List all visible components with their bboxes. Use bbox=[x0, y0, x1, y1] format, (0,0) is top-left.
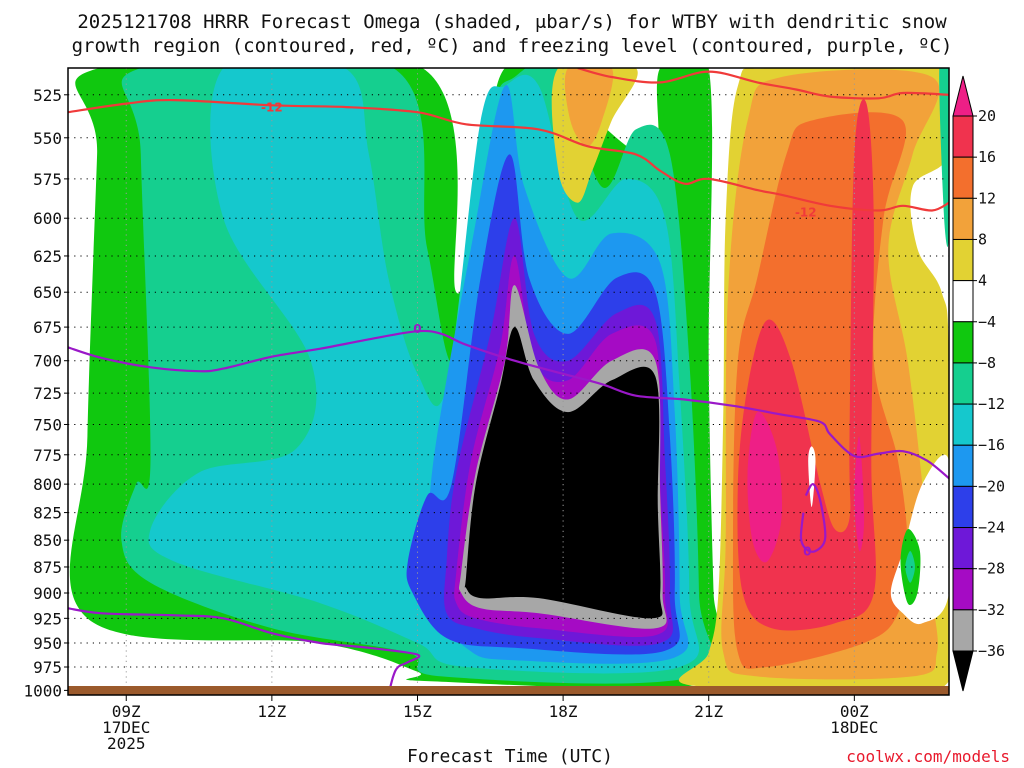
colorbar-bin-2 bbox=[952, 197, 974, 240]
colorbar-label-8: −16 bbox=[978, 436, 1005, 454]
colorbar-label-4: 4 bbox=[978, 272, 987, 290]
colorbar-label-11: −28 bbox=[978, 560, 1005, 578]
y-tick-label-550: 550 bbox=[33, 129, 62, 148]
omega-region-magenta-left bbox=[747, 411, 783, 563]
plot-frame bbox=[67, 67, 950, 696]
x-tick-label-12Z-0: 12Z bbox=[257, 702, 286, 721]
colorbar-bin-6 bbox=[952, 362, 974, 405]
colorbar-label-0: 20 bbox=[978, 107, 996, 125]
credit-text: coolwx.com/models bbox=[846, 747, 1010, 766]
pressure-axis: 525 550 575 600 625 650 675 700 725 750 775 800 825 8… bbox=[23, 86, 68, 700]
chart-title-line-1: 2025121708 HRRR Forecast Omega (shaded, … bbox=[77, 11, 947, 33]
x-tick-label-09Z-1: 17DEC bbox=[102, 718, 150, 737]
plot-area: -12-12 00 bbox=[68, 68, 949, 695]
y-tick-label-850: 850 bbox=[33, 531, 62, 550]
y-tick-label-975: 975 bbox=[33, 658, 62, 677]
y-tick-label-950: 950 bbox=[33, 634, 62, 653]
y-tick-label-650: 650 bbox=[33, 283, 62, 302]
colorbar-bin-8 bbox=[952, 444, 974, 487]
freezing-contour-line-0 bbox=[68, 329, 949, 480]
x-axis-title: Forecast Time (UTC) bbox=[407, 746, 613, 767]
x-tick-label-00Z-1: 18DEC bbox=[830, 718, 878, 737]
y-tick-label-900: 900 bbox=[33, 584, 62, 603]
x-tick-label-15Z-0: 15Z bbox=[403, 702, 432, 721]
chart-title-line-2: growth region (contoured, red, ºC) and f… bbox=[72, 35, 953, 57]
colorbar-label-13: −36 bbox=[978, 642, 1005, 660]
ground-strip bbox=[68, 686, 949, 695]
colorbar-bin-4 bbox=[952, 280, 974, 323]
dgz-contour-label-1: -12 bbox=[795, 206, 817, 220]
x-tick-label-21Z-0: 21Z bbox=[694, 702, 723, 721]
colorbar-under-arrow bbox=[952, 650, 974, 692]
omega-region-orange-upper bbox=[564, 68, 614, 147]
omega-region-teal-right-edge bbox=[939, 68, 949, 247]
colorbar-label-3: 8 bbox=[978, 230, 987, 248]
colorbar-bin-1 bbox=[952, 156, 974, 199]
colorbar-label-1: 16 bbox=[978, 148, 996, 166]
colorbar: 20 16 12 8 4 −4 −8 −12 −16 −20 −24 −28 −32 −36 bbox=[952, 75, 1005, 692]
colorbar-bin-12 bbox=[952, 609, 974, 652]
y-tick-label-700: 700 bbox=[33, 352, 62, 371]
y-tick-label-675: 675 bbox=[33, 318, 62, 337]
colorbar-label-5: −4 bbox=[978, 313, 996, 331]
y-tick-label-1000: 1000 bbox=[23, 681, 62, 700]
freezing-contour-label-1: 0 bbox=[803, 544, 811, 558]
freezing-level-contours: 00 bbox=[68, 322, 949, 695]
colorbar-over-arrow bbox=[952, 75, 974, 117]
x-tick-label-09Z-2: 2025 bbox=[107, 734, 146, 753]
y-tick-label-725: 725 bbox=[33, 384, 62, 403]
y-tick-label-925: 925 bbox=[33, 609, 62, 628]
x-tick-label-00Z-0: 00Z bbox=[840, 702, 869, 721]
y-tick-label-575: 575 bbox=[33, 170, 62, 189]
colorbar-bin-9 bbox=[952, 485, 974, 529]
colorbar-bin-0 bbox=[952, 115, 974, 158]
freezing-contour-line-1 bbox=[799, 483, 827, 553]
omega-region-white-slit-center bbox=[808, 446, 816, 507]
x-tick-label-18Z-0: 18Z bbox=[549, 702, 578, 721]
y-tick-label-800: 800 bbox=[33, 475, 62, 494]
colorbar-label-7: −12 bbox=[978, 395, 1005, 413]
colorbar-bin-7 bbox=[952, 403, 974, 446]
y-tick-label-625: 625 bbox=[33, 247, 62, 266]
y-tick-label-825: 825 bbox=[33, 504, 62, 523]
dgz-contour-line-1 bbox=[577, 68, 949, 100]
dendritic-growth-contours: -12 -12 bbox=[68, 68, 949, 220]
x-tick-label-09Z-0: 09Z bbox=[112, 702, 141, 721]
y-tick-label-875: 875 bbox=[33, 558, 62, 577]
gridlines bbox=[68, 68, 949, 695]
omega-region-black-core bbox=[464, 327, 663, 619]
freezing-contour-label-0: 0 bbox=[413, 322, 421, 336]
colorbar-label-6: −8 bbox=[978, 354, 996, 372]
y-tick-label-525: 525 bbox=[33, 86, 62, 105]
colorbar-label-9: −20 bbox=[978, 477, 1005, 495]
omega-region-magenta-right bbox=[854, 436, 865, 552]
colorbar-bin-3 bbox=[952, 238, 974, 282]
omega-region-teal-blob bbox=[905, 551, 915, 583]
freezing-contour-line-2 bbox=[68, 607, 421, 695]
dgz-contour-label-0: -12 bbox=[261, 101, 283, 115]
colorbar-bin-5 bbox=[952, 321, 974, 364]
colorbar-label-10: −24 bbox=[978, 519, 1005, 537]
y-tick-label-775: 775 bbox=[33, 446, 62, 465]
y-tick-label-750: 750 bbox=[33, 415, 62, 434]
colorbar-label-2: 12 bbox=[978, 189, 996, 207]
colorbar-bin-10 bbox=[952, 527, 974, 570]
colorbar-label-12: −32 bbox=[978, 601, 1005, 619]
colorbar-bin-11 bbox=[952, 568, 974, 611]
dgz-contour-line-0 bbox=[68, 98, 949, 212]
y-tick-label-600: 600 bbox=[33, 209, 62, 228]
omega-filled-contours bbox=[69, 68, 949, 695]
